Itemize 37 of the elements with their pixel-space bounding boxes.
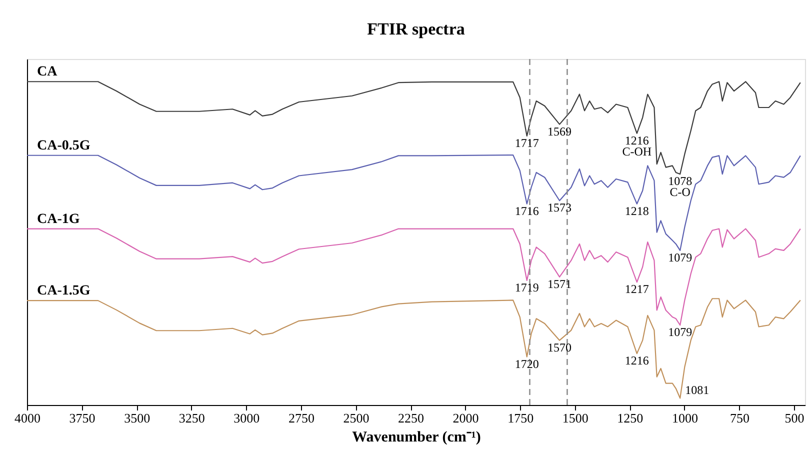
x-tick-label: 2750 (288, 410, 314, 426)
annotation: 1570 (548, 340, 572, 354)
annotation: 1573 (548, 200, 572, 215)
annotation: 1216 (624, 354, 649, 368)
x-tick-label: 3000 (234, 410, 260, 426)
series-label: CA (37, 64, 58, 80)
x-tick-label: 1000 (672, 410, 698, 426)
x-tick-label: 2000 (452, 410, 479, 426)
annotation: 1217 (624, 282, 649, 296)
x-tick-label: 3250 (178, 410, 205, 426)
x-tick-label: 1500 (562, 410, 588, 426)
x-axis-title: Wavenumber (cm⁻¹) (352, 430, 481, 446)
x-tick-label: 4000 (14, 410, 40, 426)
annotation: 1720 (514, 356, 539, 371)
annotation: 1081 (685, 383, 710, 398)
annotation: 1717 (514, 136, 539, 150)
annotation: 1079 (668, 250, 692, 264)
annotation: 1571 (548, 276, 572, 291)
x-tick-label: 2500 (343, 410, 370, 426)
annotation: 1218 (624, 204, 649, 218)
chart-title: FTIR spectra (367, 19, 466, 38)
annotation: 1078 C-O (668, 174, 692, 200)
series-label: CA-1G (37, 212, 80, 227)
x-tick-label: 1750 (508, 410, 534, 426)
x-tick-label: 500 (784, 410, 804, 426)
annotation: 1569 (548, 124, 572, 138)
x-tick-label: 750 (730, 410, 750, 426)
series-label: CA-0.5G (37, 138, 90, 154)
x-tick-label: 3500 (124, 410, 150, 426)
x-tick-label: 2250 (398, 410, 424, 426)
x-tick-label: 3750 (69, 410, 96, 426)
annotation: 1216 C-OH (622, 133, 652, 158)
series-label: CA-1.5G (37, 284, 90, 299)
annotation: 1079 (668, 325, 692, 340)
x-tick-label: 1250 (617, 410, 644, 426)
annotation: 1716 (514, 204, 539, 218)
annotation: 1719 (514, 280, 539, 295)
